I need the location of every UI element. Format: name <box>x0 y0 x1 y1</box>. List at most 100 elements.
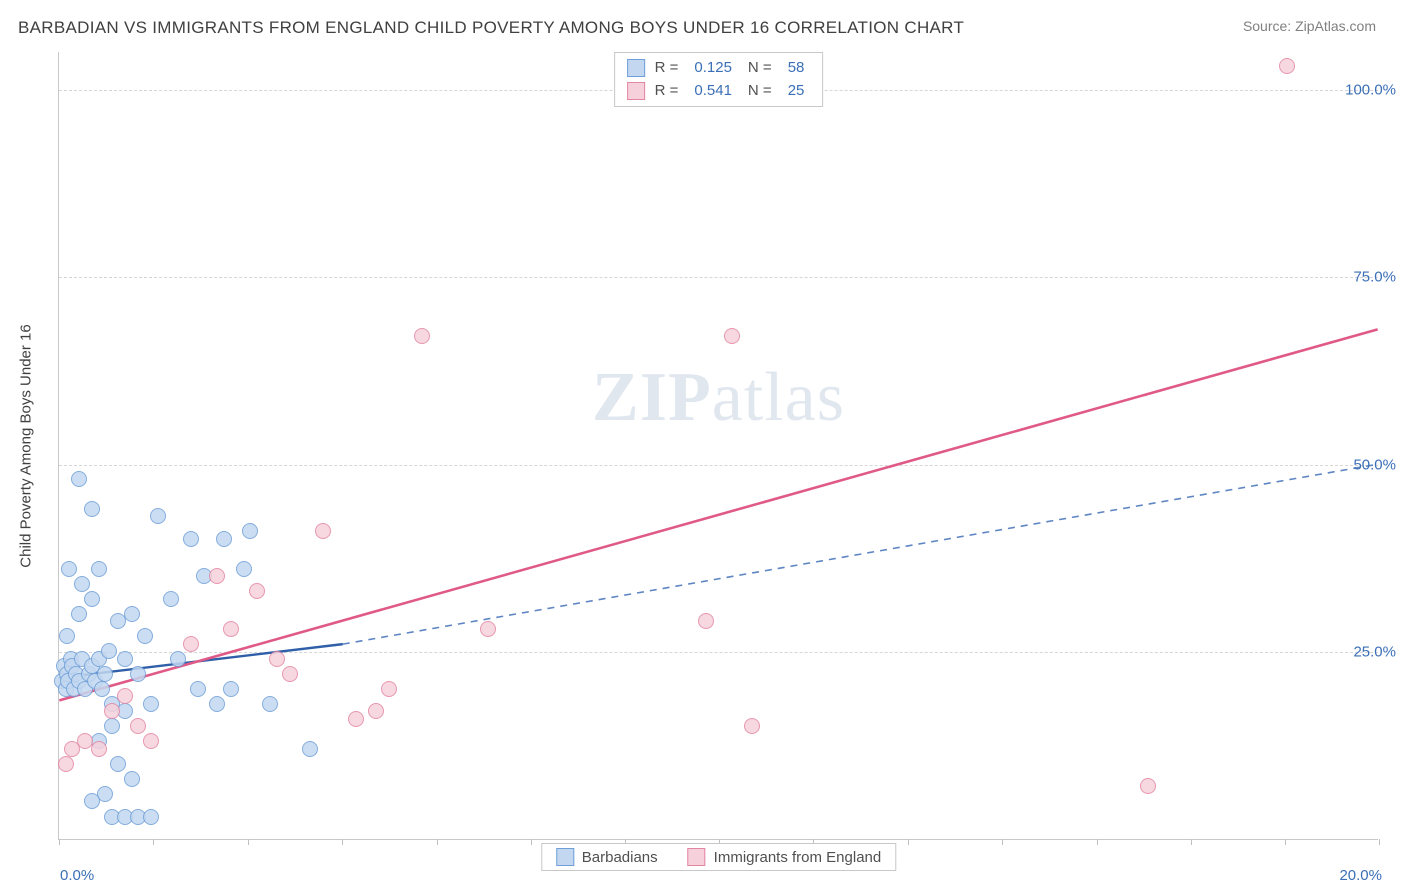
data-point <box>368 703 384 719</box>
data-point <box>262 696 278 712</box>
data-point <box>74 576 90 592</box>
data-point <box>381 681 397 697</box>
correlation-stats-box: R = 0.125 N = 58 R = 0.541 N = 25 <box>614 52 824 107</box>
legend-label-series1: Barbadians <box>582 849 658 866</box>
swatch-series1 <box>627 59 645 77</box>
regression-lines <box>59 52 1378 839</box>
data-point <box>59 628 75 644</box>
x-tick-mark <box>1285 839 1286 845</box>
data-point <box>282 666 298 682</box>
x-tick-mark <box>908 839 909 845</box>
data-point <box>71 606 87 622</box>
data-point <box>163 591 179 607</box>
data-point <box>302 741 318 757</box>
data-point <box>744 718 760 734</box>
x-tick-mark <box>1097 839 1098 845</box>
r-value-series2: 0.541 <box>688 80 738 103</box>
x-tick-mark <box>1191 839 1192 845</box>
series-legend: Barbadians Immigrants from England <box>541 843 896 871</box>
data-point <box>183 531 199 547</box>
data-point <box>143 696 159 712</box>
x-axis-max-label: 20.0% <box>1339 867 1382 884</box>
y-tick-label: 50.0% <box>1353 456 1396 473</box>
chart-plot-area: ZIPatlas R = 0.125 N = 58 R = 0.541 N = … <box>58 52 1378 840</box>
data-point <box>143 809 159 825</box>
watermark: ZIPatlas <box>592 358 845 438</box>
data-point <box>84 793 100 809</box>
chart-title: BARBADIAN VS IMMIGRANTS FROM ENGLAND CHI… <box>18 18 964 38</box>
legend-label-series2: Immigrants from England <box>714 849 882 866</box>
data-point <box>97 666 113 682</box>
data-point <box>130 666 146 682</box>
data-point <box>183 636 199 652</box>
data-point <box>91 561 107 577</box>
data-point <box>94 681 110 697</box>
n-value-series2: 25 <box>782 80 811 103</box>
data-point <box>209 568 225 584</box>
data-point <box>137 628 153 644</box>
gridline <box>59 652 1378 653</box>
data-point <box>216 531 232 547</box>
data-point <box>249 583 265 599</box>
swatch-series1-icon <box>556 848 574 866</box>
x-tick-mark <box>1002 839 1003 845</box>
data-point <box>124 771 140 787</box>
data-point <box>480 621 496 637</box>
data-point <box>209 696 225 712</box>
data-point <box>348 711 364 727</box>
swatch-series2 <box>627 82 645 100</box>
stats-row-series1: R = 0.125 N = 58 <box>627 57 811 80</box>
data-point <box>130 718 146 734</box>
x-tick-mark <box>437 839 438 845</box>
r-label: R = <box>655 57 679 80</box>
data-point <box>223 681 239 697</box>
x-tick-mark <box>531 839 532 845</box>
data-point <box>724 328 740 344</box>
data-point <box>104 703 120 719</box>
n-label: N = <box>748 57 772 80</box>
data-point <box>71 471 87 487</box>
x-tick-mark <box>1379 839 1380 845</box>
y-tick-label: 25.0% <box>1353 644 1396 661</box>
stats-row-series2: R = 0.541 N = 25 <box>627 80 811 103</box>
r-value-series1: 0.125 <box>688 57 738 80</box>
data-point <box>190 681 206 697</box>
x-tick-mark <box>153 839 154 845</box>
data-point <box>124 606 140 622</box>
x-tick-mark <box>59 839 60 845</box>
data-point <box>84 591 100 607</box>
data-point <box>104 718 120 734</box>
data-point <box>269 651 285 667</box>
data-point <box>315 523 331 539</box>
x-tick-mark <box>342 839 343 845</box>
data-point <box>101 643 117 659</box>
data-point <box>84 501 100 517</box>
data-point <box>61 561 77 577</box>
swatch-series2-icon <box>688 848 706 866</box>
y-tick-label: 75.0% <box>1353 269 1396 286</box>
data-point <box>236 561 252 577</box>
data-point <box>223 621 239 637</box>
source-label: Source: ZipAtlas.com <box>1243 18 1376 34</box>
data-point <box>414 328 430 344</box>
gridline <box>59 465 1378 466</box>
data-point <box>170 651 186 667</box>
n-label: N = <box>748 80 772 103</box>
data-point <box>150 508 166 524</box>
x-axis-min-label: 0.0% <box>60 867 94 884</box>
y-tick-label: 100.0% <box>1345 81 1396 98</box>
data-point <box>58 756 74 772</box>
data-point <box>242 523 258 539</box>
data-point <box>1140 778 1156 794</box>
legend-item-series2: Immigrants from England <box>688 848 882 866</box>
data-point <box>698 613 714 629</box>
gridline <box>59 277 1378 278</box>
x-tick-mark <box>248 839 249 845</box>
data-point <box>91 741 107 757</box>
data-point <box>1279 58 1295 74</box>
n-value-series1: 58 <box>782 57 811 80</box>
data-point <box>117 688 133 704</box>
data-point <box>143 733 159 749</box>
data-point <box>117 651 133 667</box>
legend-item-series1: Barbadians <box>556 848 658 866</box>
